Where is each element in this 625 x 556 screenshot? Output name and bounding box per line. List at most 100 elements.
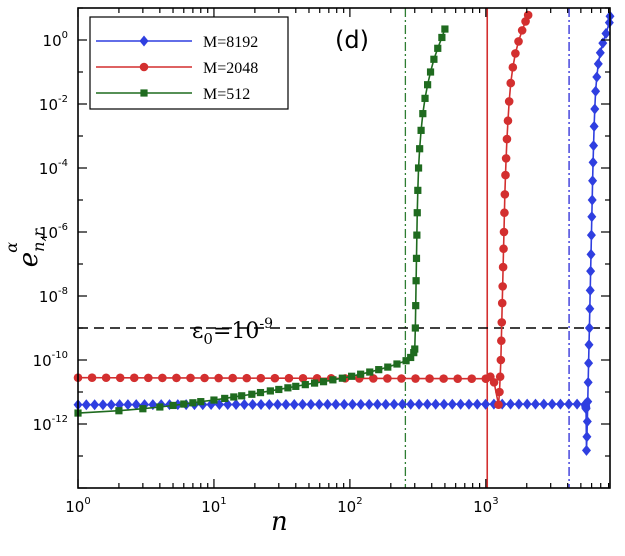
data-point-square [139,405,147,413]
data-point-square [412,254,421,262]
data-point-circle [453,374,463,383]
data-point-diamond [472,398,482,410]
data-point-diamond [372,398,382,410]
data-point-square [248,390,256,398]
y-tick-label: 10-8 [39,286,68,306]
data-point-diamond [584,357,594,369]
data-point-diamond [447,398,457,410]
data-point-circle [504,97,514,106]
data-point-square [310,379,319,387]
data-point-circle [497,336,506,346]
data-point-square [284,384,292,392]
data-point-diamond [586,265,596,277]
data-point-diamond [539,398,549,410]
data-point-circle [501,170,510,180]
data-point-square [156,403,164,411]
data-point-circle [158,373,167,383]
data-point-circle [298,373,308,383]
data-point-circle [511,49,520,58]
x-axis-label: n [271,507,288,537]
data-point-circle [139,62,149,72]
data-point-diamond [530,398,540,410]
data-point-diamond [289,398,299,410]
data-point-diamond [456,398,466,410]
data-point-circle [523,10,533,20]
data-point-square [319,378,328,386]
data-point-circle [172,373,181,383]
data-point-square [430,55,438,63]
data-point-diamond [106,399,116,411]
data-point-square [402,357,410,365]
data-point-diamond [582,415,592,427]
data-point-square [438,33,446,42]
data-point-diamond [593,58,603,70]
data-point-diamond [572,398,582,410]
data-point-circle [497,298,507,308]
data-point-square [189,399,197,407]
data-point-diamond [331,398,341,410]
data-point-square [115,407,123,415]
y-axis-label: en,rα [2,227,48,267]
data-point-diamond [564,398,574,410]
data-point-circle [144,373,153,383]
data-point-diamond [98,399,108,411]
data-point-diamond [306,398,316,410]
data-point-square [424,81,432,89]
data-point-diamond [582,431,592,443]
legend-marker [140,89,148,97]
data-point-diamond [595,47,605,59]
data-point-circle [501,154,511,163]
data-point-diamond [231,399,241,411]
data-point-diamond [406,398,416,410]
data-point-square [419,110,427,118]
legend-marker [139,62,149,72]
data-point-diamond [323,398,333,410]
y-tick-label: 10-2 [39,94,68,114]
data-point-square [292,382,300,390]
data-point-diamond [481,398,491,410]
legend-box [89,16,289,110]
data-point-diamond [547,398,557,410]
data-point-diamond [256,398,266,410]
data-point-circle [498,282,507,291]
data-point-diamond [555,398,565,410]
data-point-diamond [598,37,608,49]
data-point-diamond [397,398,407,410]
data-point-diamond [356,398,366,410]
data-point-circle [129,373,139,383]
x-tick-label: 100 [65,496,90,516]
data-point-square [416,145,424,153]
data-point-diamond [264,398,274,410]
data-point-circle [514,37,523,46]
data-point-circle [489,378,499,387]
data-point-diamond [273,398,283,410]
data-point-diamond [514,398,524,410]
data-point-square [393,360,401,368]
data-point-circle [508,63,518,72]
data-point-square [180,400,188,408]
data-point-square [411,324,419,332]
data-point-diamond [585,303,595,315]
data-point-square [384,363,392,371]
legend-entry-0: M=8192 [96,34,258,51]
data-point-circle [228,373,237,383]
data-point-circle [506,78,516,88]
data-point-circle [87,373,97,383]
data-point-diamond [339,398,349,410]
data-point-diamond [123,399,133,411]
data-point-square [329,376,337,384]
data-point-diamond [131,399,141,411]
data-point-square [221,394,229,403]
data-point-circle [369,374,378,383]
data-point-square [338,374,346,382]
data-point-square [275,385,283,394]
data-point-square [210,396,218,404]
data-point-square [169,401,177,410]
data-point-diamond [389,398,399,410]
data-point-circle [101,373,111,383]
data-point-diamond [584,339,594,351]
data-point-diamond [588,175,598,187]
data-point-square [412,302,420,310]
data-point-circle [495,387,504,397]
